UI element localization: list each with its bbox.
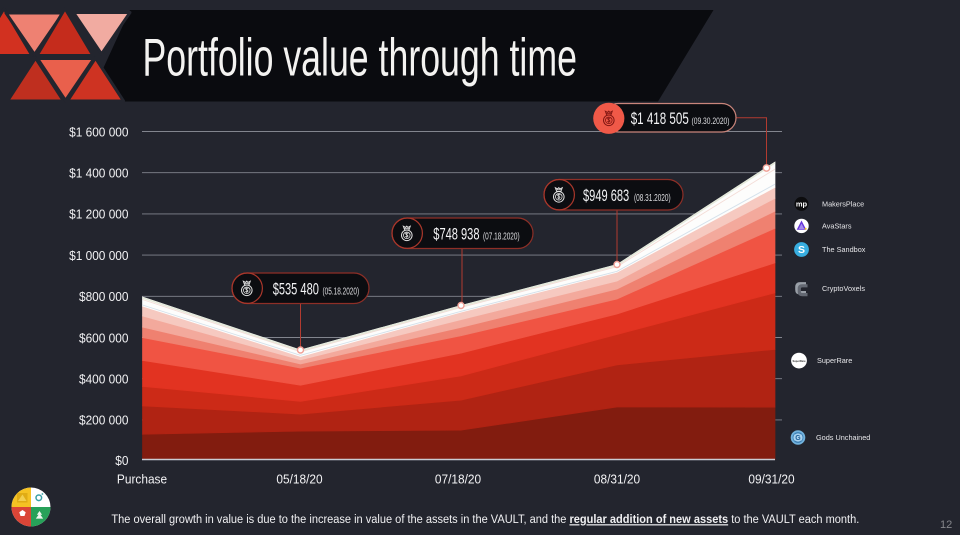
svg-text:$1 600 000: $1 600 000 bbox=[69, 125, 128, 140]
svg-text:mp: mp bbox=[796, 200, 808, 209]
svg-text:SuperRare: SuperRare bbox=[792, 359, 806, 363]
svg-text:MakersPlace: MakersPlace bbox=[822, 199, 864, 208]
svg-text:G: G bbox=[795, 435, 801, 442]
svg-text:$1 418 505: $1 418 505 bbox=[631, 110, 689, 129]
svg-text:AvaStars: AvaStars bbox=[822, 221, 852, 230]
svg-text:Purchase: Purchase bbox=[117, 472, 167, 487]
svg-text:(08.31.2020): (08.31.2020) bbox=[634, 191, 671, 203]
svg-text:S: S bbox=[798, 244, 805, 256]
svg-text:$200 000: $200 000 bbox=[79, 413, 129, 428]
svg-text:$1 200 000: $1 200 000 bbox=[69, 207, 128, 222]
svg-text:(07.18.2020): (07.18.2020) bbox=[483, 230, 520, 242]
svg-text:(05.18.2020): (05.18.2020) bbox=[323, 285, 360, 297]
svg-text:$1 400 000: $1 400 000 bbox=[69, 166, 128, 181]
svg-text:The Sandbox: The Sandbox bbox=[822, 245, 866, 254]
svg-text:07/18/20: 07/18/20 bbox=[435, 472, 481, 487]
svg-text:$400 000: $400 000 bbox=[79, 372, 129, 387]
svg-text:05/18/20: 05/18/20 bbox=[276, 472, 322, 487]
svg-text:Portfolio value through time: Portfolio value through time bbox=[143, 28, 577, 88]
svg-text:Gods Unchained: Gods Unchained bbox=[816, 433, 870, 442]
svg-text:CryptoVoxels: CryptoVoxels bbox=[822, 284, 865, 293]
svg-text:$535 480: $535 480 bbox=[273, 280, 319, 299]
svg-text:The overall growth in value is: The overall growth in value is due to th… bbox=[111, 514, 859, 526]
svg-text:SuperRare: SuperRare bbox=[817, 356, 852, 365]
svg-text:08/31/20: 08/31/20 bbox=[594, 472, 640, 487]
svg-text:(09.30.2020): (09.30.2020) bbox=[692, 116, 730, 126]
svg-text:$0: $0 bbox=[115, 453, 128, 468]
svg-text:$1 000 000: $1 000 000 bbox=[69, 248, 128, 263]
svg-text:$800 000: $800 000 bbox=[79, 290, 129, 305]
svg-text:$748 938: $748 938 bbox=[433, 225, 479, 244]
svg-text:12: 12 bbox=[940, 519, 952, 531]
svg-text:$600 000: $600 000 bbox=[79, 331, 129, 346]
svg-text:09/31/20: 09/31/20 bbox=[748, 472, 794, 487]
svg-text:$949 683: $949 683 bbox=[583, 187, 629, 206]
